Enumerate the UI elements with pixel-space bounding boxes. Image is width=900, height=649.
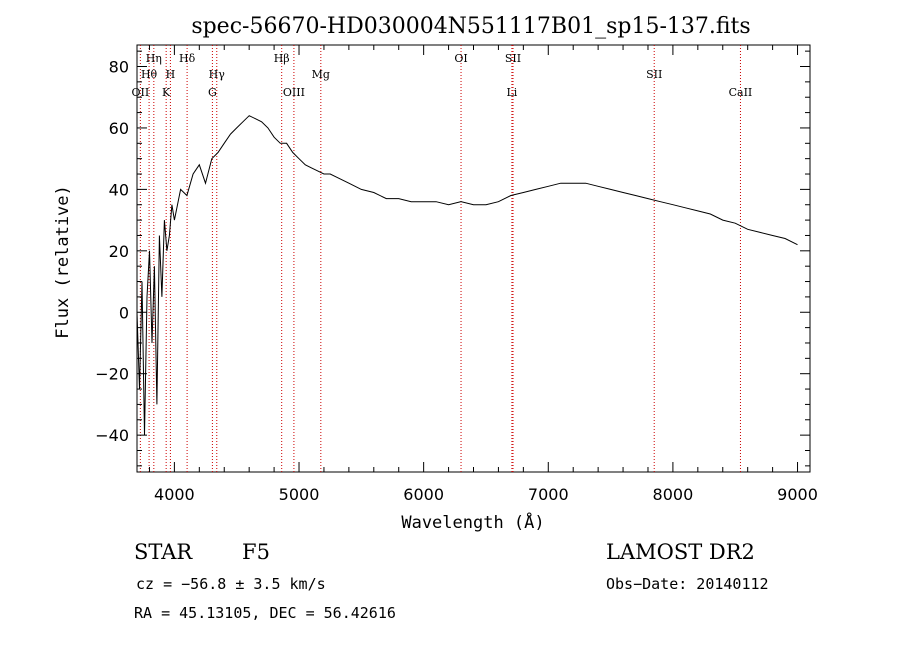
- line-marker-label: Hγ: [209, 68, 226, 81]
- x-tick-label: 9000: [777, 485, 818, 504]
- line-marker-label: H: [166, 68, 176, 81]
- y-tick-label: 20: [109, 242, 129, 261]
- object-class: STAR: [134, 540, 193, 564]
- x-tick-label: 5000: [279, 485, 320, 504]
- observation-date: Obs−Date: 20140112: [606, 575, 769, 593]
- y-tick-label: 60: [109, 119, 129, 138]
- plot-frame: [136, 44, 811, 473]
- line-marker-label: Hδ: [179, 52, 196, 65]
- x-tick-label: 8000: [653, 485, 694, 504]
- x-tick-label: 4000: [154, 485, 195, 504]
- line-marker-label: Hθ: [141, 68, 158, 81]
- y-tick-label: 0: [119, 303, 129, 322]
- x-tick-label: 6000: [403, 485, 444, 504]
- x-axis: 4000 5000 6000 7000 8000 9000: [148, 45, 818, 504]
- x-tick-label: 7000: [528, 485, 569, 504]
- spectral-subclass: F5: [242, 540, 270, 564]
- line-marker-label: OII: [132, 86, 150, 99]
- line-marker-label: CaII: [729, 86, 753, 99]
- line-marker-label: Li: [506, 86, 517, 99]
- y-tick-label: 40: [109, 180, 129, 199]
- survey-name: LAMOST DR2: [606, 540, 755, 564]
- y-axis: −40 −20 0 20 40 60 80: [95, 50, 810, 467]
- line-marker-label: G: [208, 86, 217, 99]
- line-marker-label: Hβ: [274, 52, 290, 65]
- y-tick-label: −40: [95, 426, 129, 445]
- spectrum-line: [136, 115, 798, 436]
- line-marker-label: K: [162, 86, 171, 99]
- line-marker-label: OIII: [283, 86, 305, 99]
- line-marker-label: Mg: [312, 68, 330, 81]
- y-axis-label: Flux (relative): [53, 185, 73, 339]
- chart-title: spec-56670-HD030004N551117B01_sp15-137.f…: [191, 14, 750, 39]
- line-marker-label: SII: [646, 68, 662, 81]
- coordinates: RA = 45.13105, DEC = 56.42616: [134, 604, 396, 622]
- redshift-cz: cz = −56.8 ± 3.5 km/s: [136, 575, 326, 593]
- y-tick-label: 80: [109, 58, 129, 77]
- series-group: [136, 115, 798, 436]
- line-marker-label: OI: [454, 52, 467, 65]
- line-marker-label: Hη: [146, 52, 162, 65]
- y-tick-label: −20: [95, 365, 129, 384]
- x-axis-label: Wavelength (Å): [401, 511, 544, 533]
- line-marker-label: SII: [505, 52, 521, 65]
